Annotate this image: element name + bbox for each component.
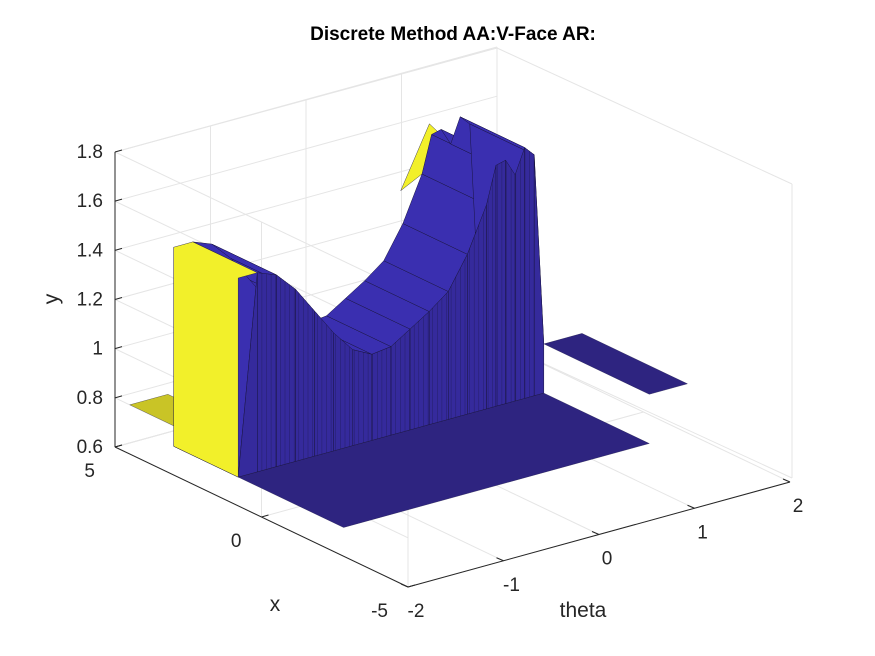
- y-tick-mark: [114, 297, 123, 300]
- chart-title: Discrete Method AA:V-Face AR:: [310, 24, 596, 45]
- y-tick-label: 0.6: [77, 437, 103, 458]
- surface-front-facet: [276, 274, 296, 467]
- x-tick-mark: [407, 584, 416, 588]
- box-top-right-edge: [496, 47, 793, 185]
- surface-front-facet: [333, 332, 354, 452]
- box-floor-back-right: [496, 341, 793, 479]
- y-tick-mark: [114, 149, 123, 153]
- theta-tick-mark: [782, 478, 791, 483]
- theta-tick-mark: [496, 557, 504, 562]
- theta-tick-mark: [400, 583, 409, 588]
- y-tick-label: 1.6: [77, 191, 103, 212]
- y-tick-label: 1.8: [77, 142, 103, 163]
- axes: [114, 149, 791, 588]
- theta-tick-mark: [591, 531, 600, 535]
- y-tick-label: 0.8: [77, 388, 103, 409]
- tick-labels: 0.6 0.8 1 1.2 1.4 1.6 1.8 -5 0 5 -2 -1 0 1 2: [77, 142, 804, 622]
- theta-tick-label: 2: [793, 496, 804, 517]
- y-axis-label: y: [40, 293, 63, 304]
- x-tick-label: 5: [84, 461, 95, 482]
- right-floor-surface: [543, 333, 688, 395]
- y-tick-label: 1.4: [77, 240, 104, 261]
- y-tick-mark: [114, 198, 123, 202]
- theta-tick-label: -1: [503, 575, 520, 596]
- theta-axis-label: theta: [560, 599, 607, 622]
- left-side-face: [173, 241, 258, 478]
- surface-front-facet: [505, 159, 516, 404]
- y-tick-label: 1: [92, 339, 103, 360]
- surface-front-facet: [257, 272, 277, 473]
- theta-tick-label: 1: [697, 522, 708, 543]
- surface-front-facet: [295, 288, 315, 462]
- theta-tick-mark: [687, 504, 695, 509]
- surface-front-facet: [514, 147, 525, 402]
- x-tick-mark: [114, 444, 123, 448]
- theta-tick-label: 0: [602, 549, 613, 570]
- x-tick-label: -5: [371, 601, 388, 622]
- y-tick-mark: [114, 346, 123, 350]
- surface-front-facet: [428, 290, 449, 425]
- y-tick-label: 1.2: [77, 290, 103, 311]
- y-tick-mark: [114, 247, 123, 251]
- x-axis-label: x: [270, 593, 281, 616]
- theta-tick-label: -2: [408, 601, 425, 622]
- x-tick-mark: [261, 514, 269, 518]
- surface-front-facet: [409, 310, 430, 431]
- surface-front-facet: [371, 346, 392, 441]
- y-tick-mark: [114, 395, 123, 399]
- surface-front-facet: [352, 349, 373, 446]
- x-tick-label: 0: [231, 531, 242, 552]
- surface-plot: [129, 116, 688, 528]
- surface-front-facet: [533, 154, 545, 397]
